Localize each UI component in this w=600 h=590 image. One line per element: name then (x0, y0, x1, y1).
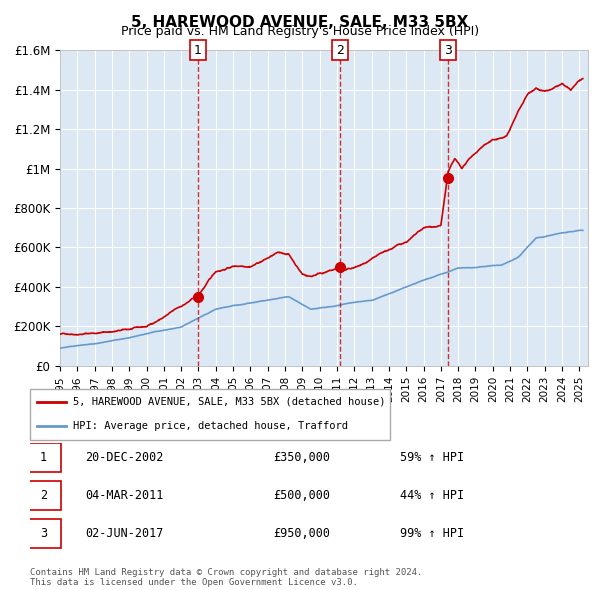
Text: Contains HM Land Registry data © Crown copyright and database right 2024.
This d: Contains HM Land Registry data © Crown c… (30, 568, 422, 587)
Text: 5, HAREWOOD AVENUE, SALE, M33 5BX (detached house): 5, HAREWOOD AVENUE, SALE, M33 5BX (detac… (73, 397, 386, 407)
Text: Price paid vs. HM Land Registry's House Price Index (HPI): Price paid vs. HM Land Registry's House … (121, 25, 479, 38)
Text: HPI: Average price, detached house, Trafford: HPI: Average price, detached house, Traf… (73, 421, 348, 431)
Text: 59% ↑ HPI: 59% ↑ HPI (400, 451, 464, 464)
Text: 5, HAREWOOD AVENUE, SALE, M33 5BX: 5, HAREWOOD AVENUE, SALE, M33 5BX (131, 15, 469, 30)
FancyBboxPatch shape (30, 389, 390, 440)
Text: £950,000: £950,000 (273, 527, 330, 540)
Text: 3: 3 (444, 44, 452, 57)
Text: 20-DEC-2002: 20-DEC-2002 (85, 451, 164, 464)
Text: 2: 2 (40, 489, 47, 502)
Text: 1: 1 (40, 451, 47, 464)
Text: 99% ↑ HPI: 99% ↑ HPI (400, 527, 464, 540)
FancyBboxPatch shape (26, 519, 61, 548)
Text: 04-MAR-2011: 04-MAR-2011 (85, 489, 164, 502)
Text: £500,000: £500,000 (273, 489, 330, 502)
Text: 02-JUN-2017: 02-JUN-2017 (85, 527, 164, 540)
FancyBboxPatch shape (26, 442, 61, 471)
Text: 44% ↑ HPI: 44% ↑ HPI (400, 489, 464, 502)
Text: 1: 1 (194, 44, 202, 57)
Text: 3: 3 (40, 527, 47, 540)
Text: £350,000: £350,000 (273, 451, 330, 464)
FancyBboxPatch shape (26, 480, 61, 510)
Text: 2: 2 (336, 44, 344, 57)
